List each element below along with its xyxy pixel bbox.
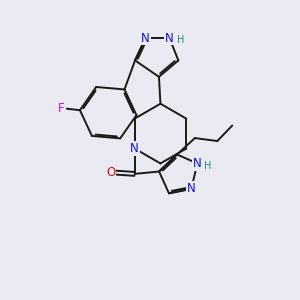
Text: N: N	[141, 32, 150, 44]
Text: N: N	[193, 157, 202, 170]
Text: O: O	[106, 166, 115, 179]
Text: N: N	[165, 32, 174, 44]
Text: H: H	[204, 161, 211, 171]
Text: F: F	[58, 102, 65, 115]
Text: N: N	[187, 182, 196, 195]
Text: N: N	[130, 142, 139, 155]
Text: H: H	[178, 34, 185, 44]
